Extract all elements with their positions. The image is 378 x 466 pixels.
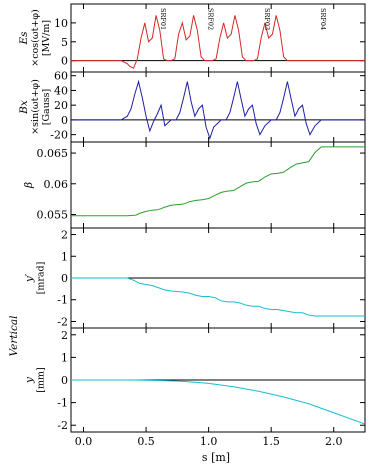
y-tick-label: 0.055 bbox=[37, 208, 69, 221]
series-line bbox=[71, 146, 365, 217]
y-axis-label: β bbox=[23, 182, 35, 189]
y-tick-label: 20 bbox=[54, 99, 68, 112]
panel-1: 0 5 10 Es ×cos(ωt+φ) [MV/m] SRF01 SRF02 SRF03 SRF… bbox=[18, 3, 366, 73]
y-tick-label: -2 bbox=[57, 315, 68, 328]
series-line bbox=[71, 277, 365, 317]
annotation-label: SRF01 bbox=[159, 8, 167, 30]
x-tick-label: 2.0 bbox=[325, 435, 343, 448]
y-axis-label: ×cos(ωt+φ) bbox=[30, 9, 41, 66]
y-axis-label: [mm] bbox=[36, 367, 47, 392]
y-axis-label: y′ bbox=[24, 273, 36, 283]
y-axis-label: y bbox=[24, 376, 36, 384]
x-tick-label: 0.5 bbox=[137, 435, 155, 448]
y-axis-label: Bx bbox=[18, 100, 30, 115]
y-tick-label: 1 bbox=[61, 250, 68, 263]
y-tick-label: 0 bbox=[61, 272, 68, 285]
series-line bbox=[71, 15, 365, 69]
y-tick-label: -1 bbox=[57, 294, 68, 307]
y-tick-label: 0 bbox=[61, 114, 68, 127]
plot-frame bbox=[70, 141, 366, 229]
y-tick-label: 0 bbox=[61, 374, 68, 387]
y-tick-label: -1 bbox=[57, 397, 68, 410]
panel-3: 0.055 0.06 0.065 β bbox=[23, 141, 366, 229]
x-tick-label: 1.0 bbox=[200, 435, 218, 448]
y-tick-label: 1 bbox=[61, 351, 68, 364]
y-axis-label: [mrad] bbox=[36, 262, 47, 295]
y-tick-label: 2 bbox=[61, 229, 68, 242]
x-tick-label: 0.0 bbox=[75, 435, 93, 448]
annotation-label: SRF03 bbox=[263, 8, 271, 30]
y-tick-label: 60 bbox=[54, 70, 68, 83]
series-line bbox=[71, 79, 365, 140]
side-label: Vertical bbox=[8, 316, 20, 357]
y-axis-label: [Gauss] bbox=[41, 89, 52, 126]
x-axis-label: s [m] bbox=[202, 451, 230, 464]
y-tick-label: 5 bbox=[61, 36, 68, 49]
series-line bbox=[71, 379, 366, 425]
x-tick-label: 1.5 bbox=[262, 435, 280, 448]
y-axis-label: ×sin(ωt+φ) bbox=[30, 79, 41, 135]
panel-5: 0.0 0.5 1.0 1.5 2.0 -2 -1 0 1 2 y [mm] bbox=[24, 327, 366, 448]
plot-frame bbox=[70, 71, 366, 143]
annotation-label: SRF04 bbox=[319, 8, 327, 30]
y-axis-label: [MV/m] bbox=[41, 20, 52, 56]
y-tick-label: 2 bbox=[61, 329, 68, 342]
annotation-label: SRF02 bbox=[207, 8, 215, 30]
y-tick-label: 0 bbox=[61, 55, 68, 68]
y-tick-label: 0.06 bbox=[44, 178, 69, 191]
y-tick-label: 10 bbox=[54, 17, 68, 30]
y-tick-label: 40 bbox=[54, 84, 68, 97]
panel-4: -2 -1 0 1 2 y′ [mrad] bbox=[24, 227, 366, 329]
y-tick-label: -20 bbox=[50, 129, 68, 142]
y-tick-label: 0.065 bbox=[37, 147, 69, 160]
y-tick-label: -2 bbox=[57, 419, 68, 432]
y-axis-label: Es bbox=[18, 31, 30, 46]
